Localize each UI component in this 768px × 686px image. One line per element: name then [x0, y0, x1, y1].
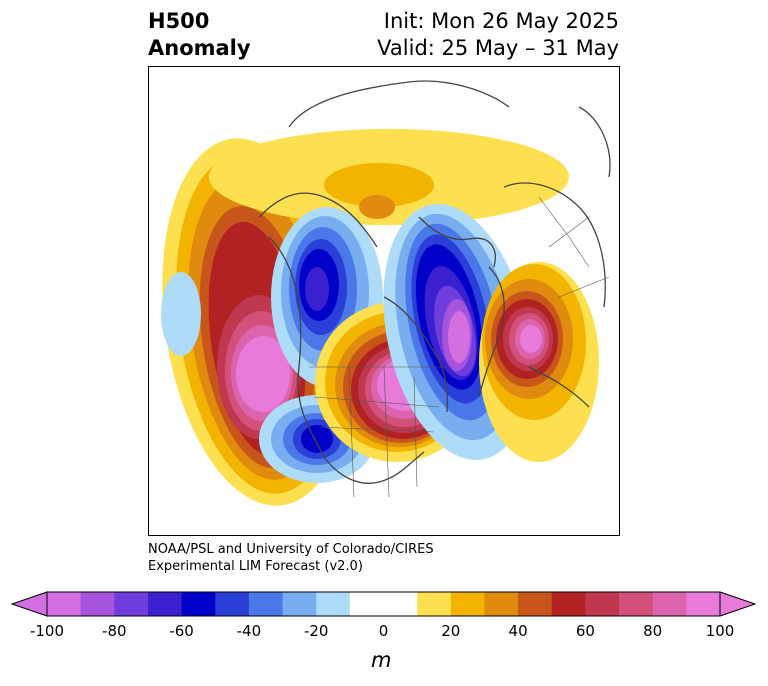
political-borders	[309, 196, 610, 498]
credit-line-1: NOAA/PSL and University of Colorado/CIRE…	[148, 542, 434, 557]
anomaly-ridge-europe	[479, 262, 599, 462]
colorbar-segment	[551, 592, 586, 616]
map-panel	[148, 66, 620, 536]
colorbar-segment	[518, 592, 553, 616]
colorbar-segment	[383, 592, 418, 616]
colorbar-tick-label: -60	[169, 622, 194, 640]
colorbar-segment	[652, 592, 687, 616]
colorbar-outline	[46, 591, 721, 617]
title-block-right: Init: Mon 26 May 2025 Valid: 25 May – 31…	[377, 8, 619, 62]
colorbar-extend-min	[10, 591, 48, 617]
anomaly-map	[161, 80, 611, 506]
colorbar-unit-label: m	[371, 648, 392, 672]
anomaly-ridge-arctic	[209, 129, 569, 225]
colorbar-segment	[248, 592, 284, 616]
valid-range: Valid: 25 May – 31 May	[377, 36, 619, 60]
coastlines	[258, 80, 611, 484]
colorbar-segment	[349, 592, 384, 616]
colorbar-segment	[282, 592, 317, 616]
anomaly-trough-greenland	[383, 204, 531, 460]
colorbar-segment	[585, 592, 620, 616]
colorbar-tick-label: 60	[576, 622, 595, 640]
colorbar-segment	[417, 592, 452, 616]
credit-block: NOAA/PSL and University of Colorado/CIRE…	[148, 541, 434, 575]
title-field: Anomaly	[148, 36, 251, 60]
colorbar-tick-label: 40	[509, 622, 528, 640]
colorbar-segment	[147, 592, 183, 616]
colorbar-segment	[450, 592, 485, 616]
credit-line-2: Experimental LIM Forecast (v2.0)	[148, 559, 363, 574]
colorbar-segment	[80, 592, 115, 616]
colorbar-tick-label: 0	[379, 622, 389, 640]
colorbar-tick-label: 20	[441, 622, 460, 640]
colorbar-segment	[47, 592, 82, 616]
colorbar-segment	[484, 592, 519, 616]
colorbar-tick-label: -20	[304, 622, 329, 640]
title-block-left: H500 Anomaly	[148, 8, 251, 62]
colorbar-tick-label: 80	[643, 622, 662, 640]
colorbar: -100 -80 -60 -40 -20 0 20 40 60 80 100	[10, 591, 757, 640]
init-date: Init: Mon 26 May 2025	[383, 9, 619, 33]
colorbar-tick-label: -40	[237, 622, 262, 640]
colorbar-segment	[215, 592, 250, 616]
colorbar-segment	[686, 592, 721, 616]
anomaly-trough-west-edge	[161, 272, 201, 356]
title-variable: H500	[148, 9, 210, 33]
colorbar-tick-label: -100	[30, 622, 64, 640]
colorbar-tick-label: 100	[706, 622, 735, 640]
colorbar-segment	[316, 592, 351, 616]
colorbar-segment	[114, 592, 149, 616]
colorbar-tick-label: -80	[102, 622, 127, 640]
colorbar-segment	[619, 592, 654, 616]
colorbar-segment	[181, 592, 216, 616]
colorbar-extend-max	[719, 591, 757, 617]
